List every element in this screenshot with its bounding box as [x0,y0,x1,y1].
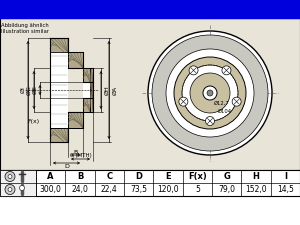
Text: 424197: 424197 [185,2,235,16]
Text: Ø104: Ø104 [218,108,232,113]
Text: A: A [47,172,54,181]
Bar [68,52,83,68]
Bar [0,170,36,196]
Text: B: B [74,149,78,155]
Circle shape [232,97,241,106]
Text: ØH: ØH [104,85,110,95]
Bar [83,68,90,82]
Circle shape [222,66,231,75]
Text: 22,4: 22,4 [101,185,118,194]
Circle shape [207,90,213,96]
Circle shape [189,66,198,75]
Bar [83,82,90,98]
Text: 24.0124-0197.1: 24.0124-0197.1 [43,2,147,16]
Text: Abbildung ähnlich: Abbildung ähnlich [1,23,49,28]
Text: 14,5: 14,5 [277,185,294,194]
Text: F(x): F(x) [27,119,39,124]
Text: 5: 5 [195,185,200,194]
Text: C (MTH): C (MTH) [70,153,92,158]
Text: ØA: ØA [112,85,118,95]
Circle shape [179,97,188,106]
Text: 24,0: 24,0 [72,185,88,194]
Circle shape [174,57,246,129]
Text: ØG: ØG [26,85,32,95]
Text: D: D [135,172,142,181]
Text: B: B [77,172,83,181]
Circle shape [8,187,12,191]
Bar [0,18,300,170]
Text: 300,0: 300,0 [40,185,62,194]
Circle shape [182,65,238,121]
Text: 79,0: 79,0 [218,185,235,194]
Bar [50,128,68,142]
Text: ØI: ØI [20,87,26,93]
Text: H: H [253,172,260,181]
Text: ØE: ØE [32,86,38,94]
Circle shape [152,35,268,151]
Text: Ø12,7: Ø12,7 [214,101,230,106]
Text: 152,0: 152,0 [245,185,267,194]
Bar [0,0,300,18]
Text: C: C [106,172,112,181]
Bar [90,68,93,112]
Bar [0,170,300,196]
Text: E: E [165,172,171,181]
Text: F(x): F(x) [188,172,207,181]
Bar [50,52,68,128]
Circle shape [203,86,217,100]
Text: Illustration similar: Illustration similar [1,29,49,34]
Circle shape [206,117,214,126]
Text: G: G [223,172,230,181]
Circle shape [190,73,230,113]
Circle shape [20,185,25,191]
Circle shape [148,31,272,155]
Circle shape [5,184,15,194]
Text: D: D [64,164,69,169]
Circle shape [5,171,15,182]
Bar [83,98,90,112]
Text: 120,0: 120,0 [157,185,179,194]
Text: ate: ate [210,124,246,142]
Bar [50,38,68,52]
Circle shape [166,49,254,137]
Text: I: I [284,172,287,181]
Circle shape [8,175,12,178]
Bar [68,112,83,128]
Text: 73,5: 73,5 [130,185,147,194]
